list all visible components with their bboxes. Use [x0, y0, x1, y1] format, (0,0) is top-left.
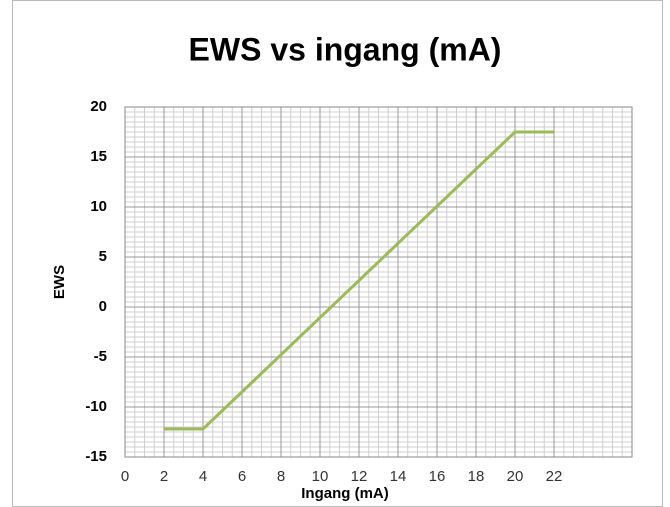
- y-tick-label: 20: [90, 98, 107, 115]
- y-tick-label: 0: [99, 298, 107, 315]
- x-tick-label: 4: [199, 468, 207, 485]
- y-tick-label: -15: [85, 448, 107, 465]
- x-tick-label: 18: [468, 468, 485, 485]
- plot-area: [124, 106, 633, 458]
- x-tick-label: 6: [238, 468, 246, 485]
- y-axis-label: EWS: [51, 265, 68, 299]
- y-tick-label: 5: [99, 248, 107, 265]
- x-tick-label: 14: [390, 468, 407, 485]
- x-tick-label: 0: [121, 468, 129, 485]
- x-tick-label: 12: [351, 468, 368, 485]
- y-tick-label: -10: [85, 398, 107, 415]
- chart-title: EWS vs ingang (mA): [189, 31, 502, 67]
- x-tick-label: 16: [429, 468, 446, 485]
- x-axis-label: Ingang (mA): [301, 485, 389, 502]
- y-tick-label: 15: [90, 148, 107, 165]
- x-tick-label: 2: [160, 468, 168, 485]
- x-tick-label: 8: [277, 468, 285, 485]
- y-tick-label: -5: [94, 348, 107, 365]
- x-tick-label: 10: [312, 468, 329, 485]
- x-tick-label: 22: [546, 468, 563, 485]
- chart-frame: [12, 0, 663, 507]
- x-tick-label: 20: [507, 468, 524, 485]
- y-tick-label: 10: [90, 198, 107, 215]
- data-line: [164, 130, 554, 431]
